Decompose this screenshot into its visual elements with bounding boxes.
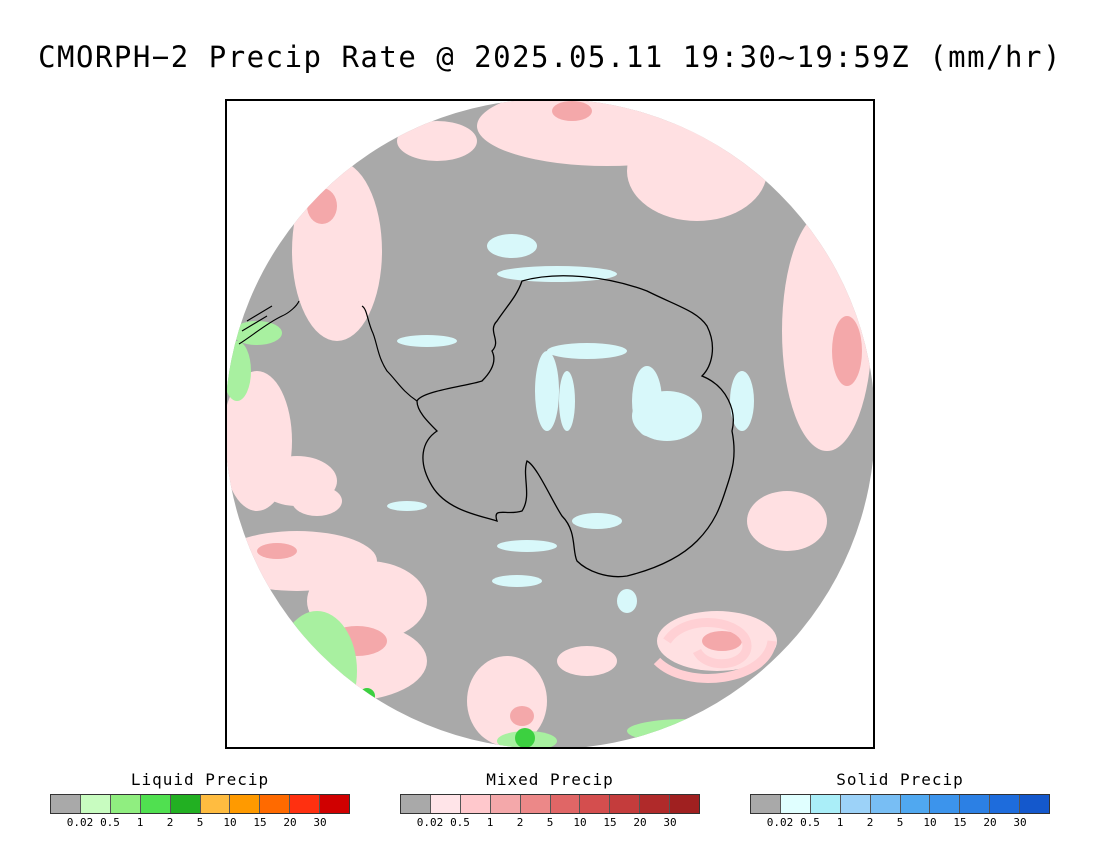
- mixed-precip-light-areas: [227, 101, 872, 746]
- legend-swatch: [900, 795, 931, 813]
- legend-tick-label: 20: [633, 816, 647, 829]
- map-title: CMORPH−2 Precip Rate @ 2025.05.11 19:30~…: [38, 40, 1062, 74]
- legend-tick-label: 1: [836, 816, 844, 829]
- legend-swatch: [640, 795, 671, 813]
- legend-title: Liquid Precip: [130, 770, 270, 789]
- legend-swatch: [610, 795, 641, 813]
- legend-swatch: [780, 795, 811, 813]
- legend-swatch: [670, 795, 700, 813]
- legend-swatch: [170, 795, 201, 813]
- south-america-coastline: [238, 300, 300, 345]
- legend-swatch: [200, 795, 231, 813]
- legend-tick-label: 0.02: [416, 816, 444, 829]
- legend-tick-label: 2: [166, 816, 174, 829]
- legend-swatch: [1020, 795, 1050, 813]
- legend-tick-label: 10: [223, 816, 237, 829]
- legend-tick-label: 2: [516, 816, 524, 829]
- legend-swatch: [290, 795, 321, 813]
- antarctica-coastline: [416, 275, 735, 578]
- legend-tick-label: 0.5: [450, 816, 470, 829]
- legend-swatch: [401, 795, 431, 813]
- legend-swatch: [550, 795, 581, 813]
- legend-tick-label: 30: [1013, 816, 1027, 829]
- legend-swatch: [260, 795, 291, 813]
- legend-swatch: [140, 795, 171, 813]
- legend-tick-label: 1: [486, 816, 494, 829]
- legend-swatch: [110, 795, 141, 813]
- solid-precip-areas: [387, 234, 754, 613]
- legend-tick-label: 0.5: [100, 816, 120, 829]
- legend-tick-label: 5: [896, 816, 904, 829]
- legend-swatch: [230, 795, 261, 813]
- legend-tick-label: 0.5: [800, 816, 820, 829]
- legend-tick-label: 2: [866, 816, 874, 829]
- legend-swatch: [490, 795, 521, 813]
- legend-ticks: 0.02 0.5 1 2 5 10 15 20 30: [400, 814, 700, 829]
- legend-swatch: [751, 795, 781, 813]
- legend-liquid-precip: Liquid Precip 0.02 0.5 1 2 5 10 15 20 30: [50, 770, 350, 829]
- legend-tick-label: 5: [196, 816, 204, 829]
- legend-title: Mixed Precip: [486, 770, 614, 789]
- map-frame: [225, 99, 875, 749]
- legend-swatch: [80, 795, 111, 813]
- legend-tick-label: 10: [923, 816, 937, 829]
- legend-swatch: [320, 795, 350, 813]
- legend-tick-label: 0.02: [66, 816, 94, 829]
- legend-swatch: [580, 795, 611, 813]
- legend-swatch: [520, 795, 551, 813]
- legend-swatch: [870, 795, 901, 813]
- legend-swatch: [840, 795, 871, 813]
- legend-swatch: [810, 795, 841, 813]
- legend-ticks: 0.02 0.5 1 2 5 10 15 20 30: [750, 814, 1050, 829]
- legend-tick-label: 20: [283, 816, 297, 829]
- precip-map: [227, 101, 873, 747]
- legend-swatch: [930, 795, 961, 813]
- legend-tick-label: 1: [136, 816, 144, 829]
- legend-title: Solid Precip: [836, 770, 964, 789]
- legend-solid-precip: Solid Precip 0.02 0.5 1 2 5 10 15 20 30: [750, 770, 1050, 829]
- legend-tick-label: 15: [603, 816, 617, 829]
- legend-color-bar: [750, 794, 1050, 814]
- legend-color-bar: [50, 794, 350, 814]
- antarctic-peninsula-coastline: [361, 305, 418, 402]
- legend-tick-label: 30: [313, 816, 327, 829]
- legend-swatch: [51, 795, 81, 813]
- legend-swatch: [460, 795, 491, 813]
- legend-tick-label: 30: [663, 816, 677, 829]
- legend-color-bar: [400, 794, 700, 814]
- legend-tick-label: 5: [546, 816, 554, 829]
- legend-tick-label: 10: [573, 816, 587, 829]
- legend-swatch: [960, 795, 991, 813]
- legend-ticks: 0.02 0.5 1 2 5 10 15 20 30: [50, 814, 350, 829]
- legend-tick-label: 0.02: [766, 816, 794, 829]
- legend-swatch: [990, 795, 1021, 813]
- legend-swatch: [430, 795, 461, 813]
- legend-tick-label: 20: [983, 816, 997, 829]
- legend-mixed-precip: Mixed Precip 0.02 0.5 1 2 5 10 15 20 30: [400, 770, 700, 829]
- legend-tick-label: 15: [253, 816, 267, 829]
- cyclone-swirl: [653, 618, 777, 683]
- legend-tick-label: 15: [953, 816, 967, 829]
